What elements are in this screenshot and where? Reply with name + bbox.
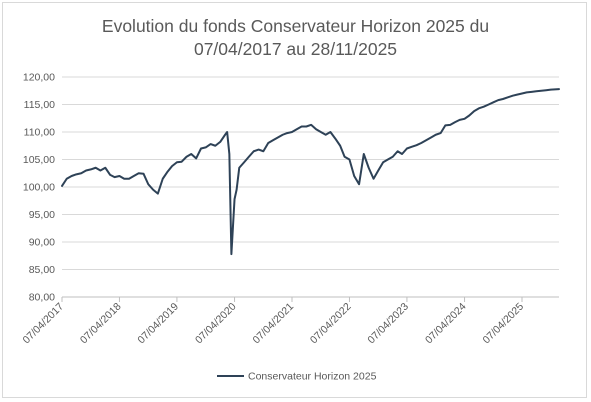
x-tick-label: 07/04/2018 bbox=[78, 301, 124, 347]
y-axis-ticks: 80,00 85,00 90,00 95,00 100,00 105,00 110,00 11… bbox=[23, 72, 55, 304]
legend-label: Conservateur Horizon 2025 bbox=[248, 371, 377, 383]
x-tick-label: 07/04/2021 bbox=[250, 301, 296, 347]
y-tick-label: 85,00 bbox=[29, 264, 55, 276]
y-tick-label: 105,00 bbox=[23, 154, 55, 166]
x-tick-label: 07/04/2022 bbox=[308, 301, 354, 347]
x-tick-label: 07/04/2017 bbox=[20, 301, 66, 347]
x-tick-label: 07/04/2020 bbox=[193, 301, 239, 347]
x-tick-label: 07/04/2023 bbox=[365, 301, 411, 347]
y-tick-label: 110,00 bbox=[24, 127, 55, 139]
series-line bbox=[61, 88, 560, 256]
gridlines bbox=[62, 76, 559, 270]
y-tick-label: 120,00 bbox=[23, 72, 55, 84]
chart-title-line1: Evolution du fonds Conservateur Horizon … bbox=[101, 16, 490, 36]
legend: Conservateur Horizon 2025 bbox=[217, 371, 377, 383]
chart-title-line2: 07/04/2017 au 28/11/2025 bbox=[193, 39, 398, 59]
x-axis: 07/04/2017 07/04/2018 07/04/2019 07/04/2020… bbox=[20, 296, 559, 347]
plot-area bbox=[61, 88, 560, 256]
x-tick-label: 07/04/2025 bbox=[480, 301, 526, 347]
y-tick-label: 100,00 bbox=[23, 182, 55, 194]
x-tick-label: 07/04/2024 bbox=[423, 301, 469, 347]
y-tick-label: 90,00 bbox=[29, 237, 55, 249]
chart-frame bbox=[2, 2, 587, 398]
y-tick-label: 80,00 bbox=[29, 292, 55, 304]
y-tick-label: 95,00 bbox=[29, 209, 55, 221]
y-tick-label: 115,00 bbox=[24, 99, 55, 111]
x-tick-label: 07/04/2019 bbox=[135, 301, 181, 347]
